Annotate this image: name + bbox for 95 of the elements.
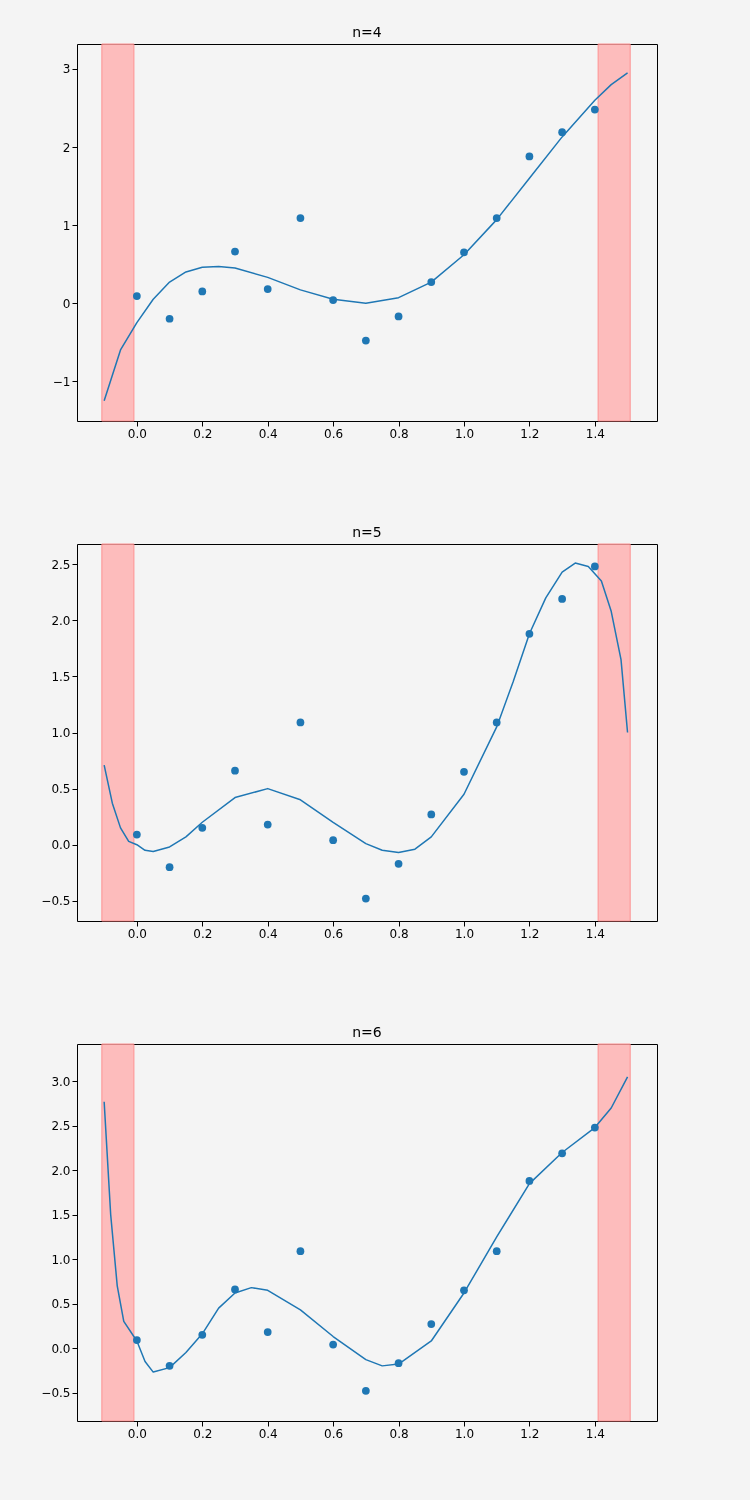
- x-tick-label: 0.4: [258, 1426, 278, 1441]
- x-tick-label: 0.8: [389, 426, 409, 441]
- y-tick-label: 1: [62, 218, 71, 233]
- y-tick-label: 2: [62, 140, 71, 155]
- point: [460, 1286, 468, 1295]
- y-tick-label: 0.0: [51, 838, 71, 853]
- x-tick-label: 0.2: [193, 426, 213, 441]
- point: [198, 824, 207, 832]
- chart-title: n=5: [352, 523, 382, 540]
- point: [558, 128, 567, 137]
- point: [132, 1336, 141, 1344]
- point: [263, 285, 272, 293]
- point: [231, 247, 239, 256]
- point: [361, 336, 370, 345]
- point: [263, 1328, 272, 1336]
- x-tick-label: 1.2: [520, 1426, 540, 1441]
- point: [590, 105, 599, 114]
- x-tick-label: 1.0: [454, 926, 475, 941]
- y-tick-label: 1.5: [51, 1208, 71, 1223]
- point: [231, 766, 239, 775]
- y-tick-label: 1.0: [51, 726, 71, 740]
- y-tick-label: 0: [62, 296, 71, 311]
- point: [165, 863, 174, 872]
- point: [492, 718, 501, 727]
- point: [558, 1149, 567, 1158]
- point: [590, 562, 599, 571]
- y-tick-label: 2.5: [51, 557, 71, 572]
- y-tick-label: 1.5: [51, 669, 71, 684]
- point: [427, 810, 436, 819]
- x-tick-label: 0.2: [193, 1426, 213, 1441]
- y-tick-label: 3: [62, 62, 71, 77]
- x-tick-label: 1.0: [454, 426, 475, 441]
- point: [427, 1320, 436, 1328]
- y-tick-label: 2.0: [51, 1163, 71, 1178]
- point: [558, 595, 567, 603]
- point: [460, 248, 468, 257]
- point: [263, 820, 272, 829]
- x-tick-label: 0.2: [193, 926, 213, 941]
- point: [525, 1177, 534, 1185]
- x-tick-label: 1.4: [585, 926, 605, 941]
- x-tick-label: 0.0: [127, 426, 147, 441]
- y-tick-label: −0.5: [41, 894, 71, 909]
- x-tick-label: 1.4: [585, 1426, 605, 1441]
- point: [132, 292, 141, 300]
- point: [296, 718, 305, 727]
- x-tick-label: 0.8: [389, 926, 409, 941]
- x-tick-label: 1.2: [520, 426, 540, 441]
- point: [198, 287, 207, 296]
- line-series: [103, 562, 629, 854]
- line-series: [103, 1076, 629, 1373]
- point: [590, 1123, 599, 1132]
- point: [394, 312, 403, 321]
- x-tick-label: 1.0: [454, 1426, 475, 1441]
- point: [165, 314, 174, 323]
- x-tick-label: 0.0: [127, 1426, 147, 1441]
- x-tick-label: 1.2: [520, 926, 540, 941]
- x-tick-label: 0.4: [258, 926, 278, 941]
- point: [492, 214, 501, 222]
- point: [296, 1247, 305, 1256]
- point: [361, 1386, 370, 1395]
- y-tick-label: 1.0: [51, 1252, 71, 1267]
- point: [296, 214, 305, 222]
- line-series: [103, 72, 629, 402]
- point: [165, 1362, 174, 1370]
- chart-title: n=4: [352, 23, 382, 40]
- point: [231, 1285, 239, 1294]
- x-tick-label: 0.6: [324, 426, 344, 441]
- x-tick-label: 0.0: [127, 926, 147, 941]
- chart-title: n=6: [352, 1023, 382, 1040]
- point: [492, 1247, 501, 1256]
- point: [132, 830, 141, 839]
- y-tick-label: 3.0: [51, 1074, 71, 1089]
- x-tick-label: 0.4: [258, 426, 278, 441]
- x-tick-label: 0.8: [389, 1426, 409, 1441]
- x-tick-label: 1.4: [585, 426, 605, 441]
- point: [329, 836, 338, 845]
- x-tick-label: 0.6: [324, 1426, 344, 1441]
- point: [394, 1359, 403, 1368]
- point: [427, 278, 436, 286]
- y-tick-label: −1: [52, 374, 71, 389]
- point: [394, 859, 403, 868]
- point: [361, 894, 370, 903]
- y-tick-label: −0.5: [41, 1386, 71, 1401]
- y-tick-label: 2.0: [51, 613, 71, 628]
- y-tick-label: 2.5: [51, 1119, 71, 1134]
- point: [525, 152, 534, 161]
- point: [198, 1330, 207, 1339]
- y-tick-label: 0.0: [51, 1341, 71, 1356]
- point: [329, 1340, 338, 1349]
- point: [329, 296, 338, 304]
- x-tick-label: 0.6: [324, 926, 344, 941]
- point: [525, 629, 534, 638]
- point: [460, 767, 468, 776]
- y-tick-label: 0.5: [51, 782, 71, 797]
- y-tick-label: 0.5: [51, 1297, 71, 1312]
